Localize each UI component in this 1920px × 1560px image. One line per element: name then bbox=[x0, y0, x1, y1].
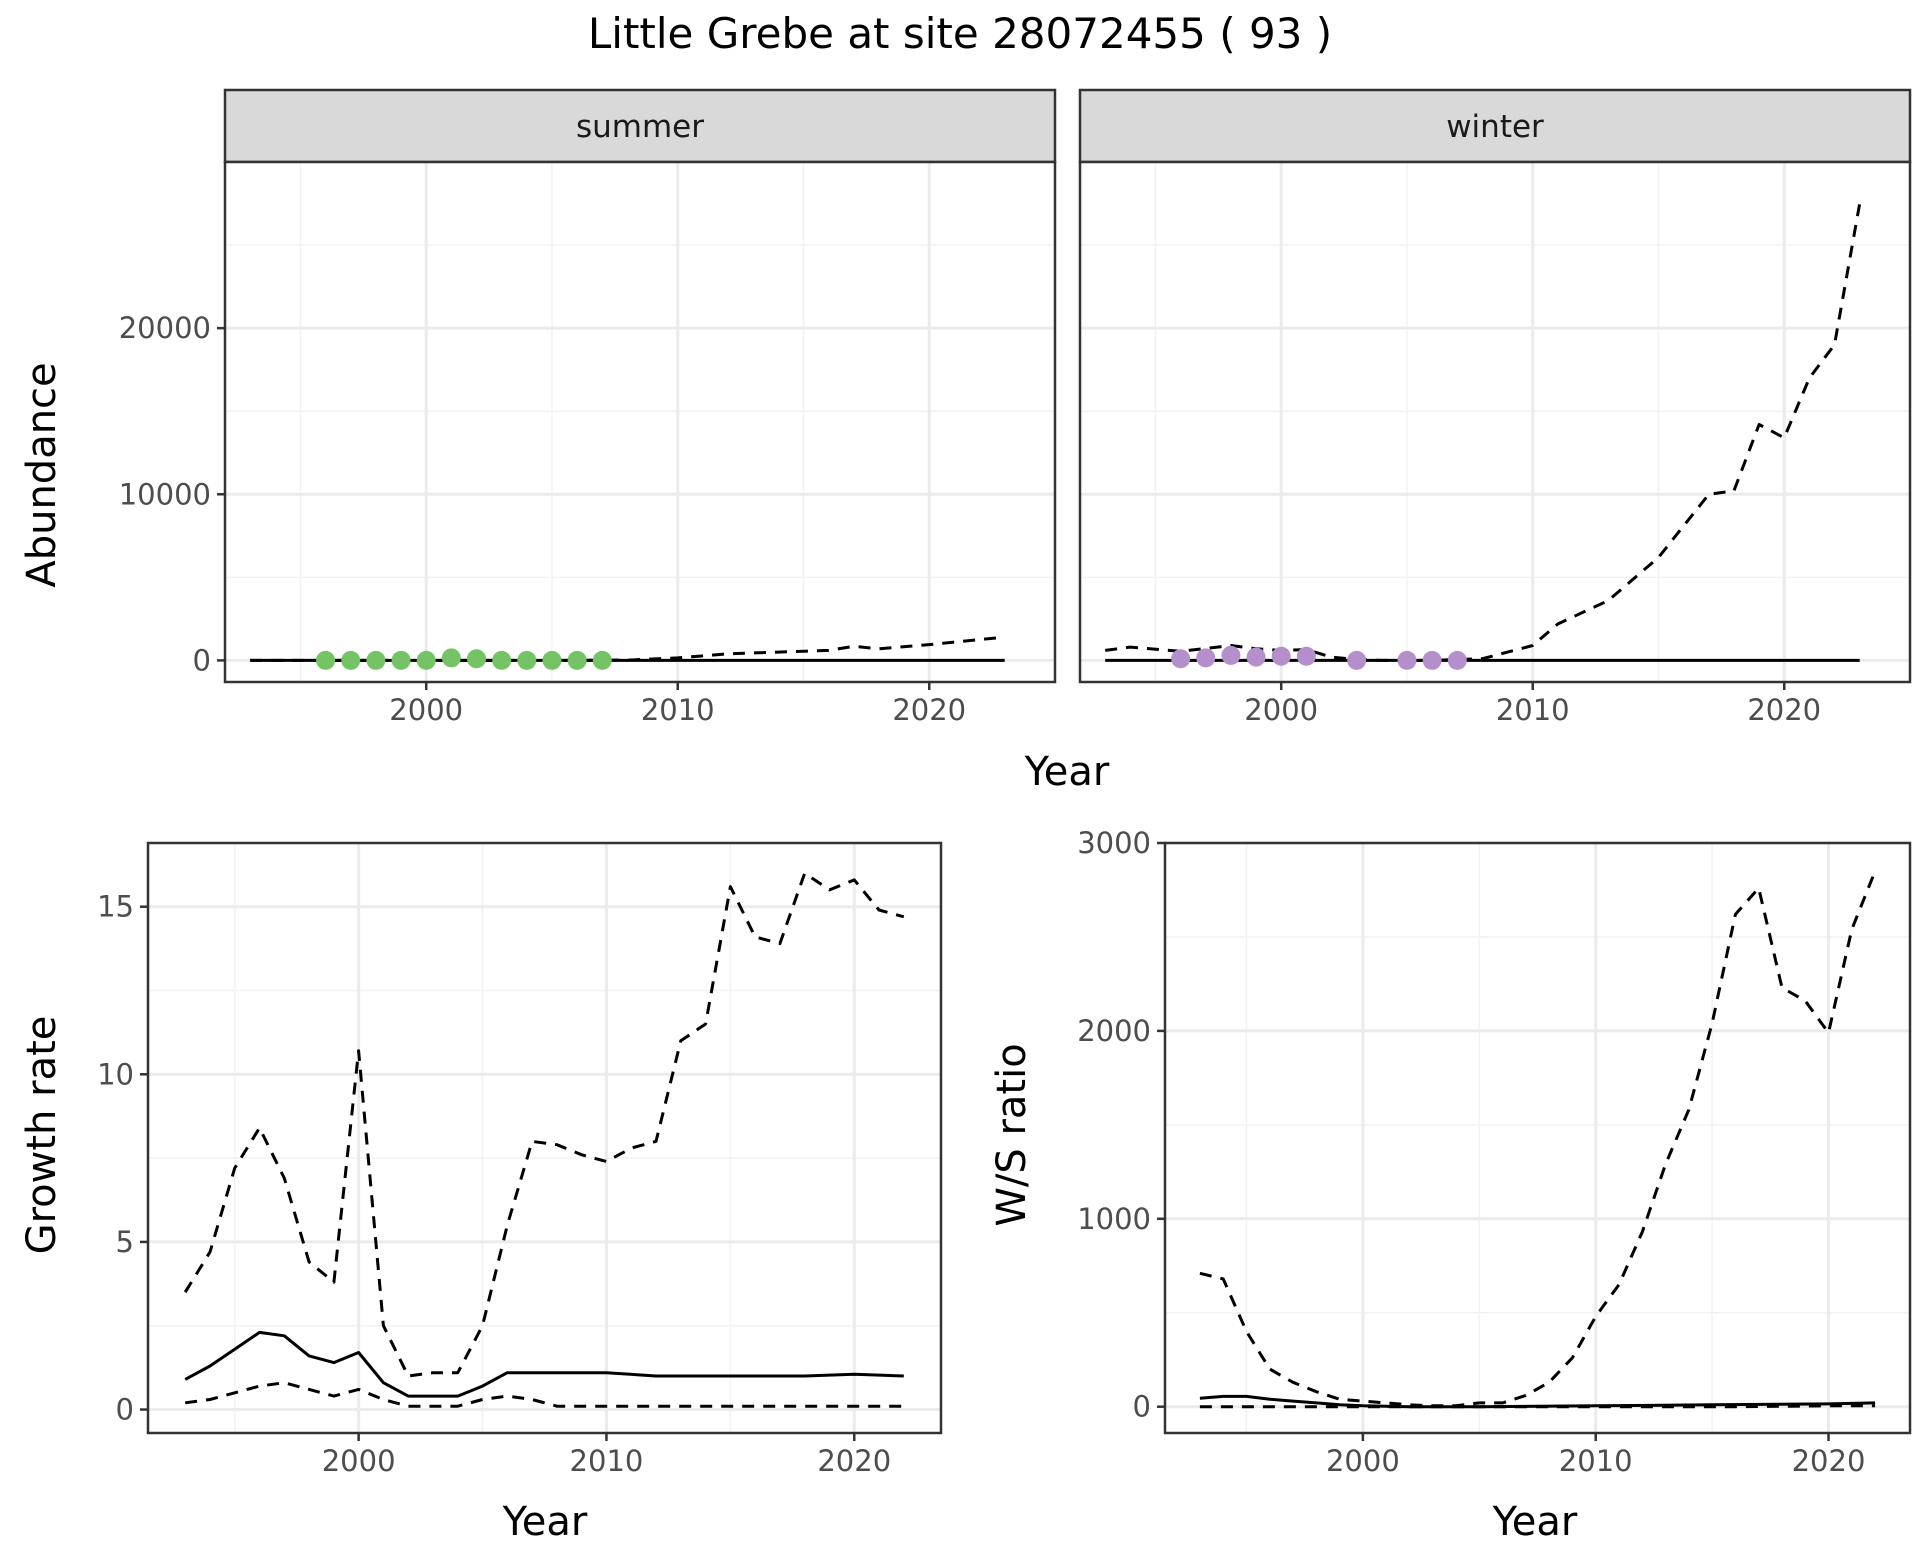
growth-rate-y-tick-label: 15 bbox=[97, 890, 134, 924]
summer-data-point bbox=[467, 649, 487, 669]
ws-ratio-y-axis-title: W/S ratio bbox=[989, 1043, 1035, 1226]
summer-y-tick-label: 10000 bbox=[119, 477, 211, 511]
winter-x-tick-label: 2010 bbox=[1496, 693, 1570, 727]
abundance-chart: summer 2000 2010 2020 0 10000 20000 winter 20… bbox=[19, 88, 1912, 795]
winter-data-point bbox=[1347, 650, 1367, 670]
growth-rate-x-tick-label: 2000 bbox=[322, 1444, 396, 1478]
summer-x-tick-label: 2000 bbox=[389, 693, 463, 727]
winter-x-tick-label: 2000 bbox=[1244, 693, 1318, 727]
summer-data-point bbox=[517, 650, 537, 670]
summer-data-point bbox=[341, 650, 361, 670]
growth-rate-y-tick-label: 10 bbox=[97, 1057, 134, 1091]
figure-title: Little Grebe at site 28072455 ( 93 ) bbox=[588, 9, 1332, 58]
winter-panel-background bbox=[1080, 162, 1910, 682]
winter-data-point bbox=[1171, 649, 1191, 669]
ws-ratio-panel-background bbox=[1165, 843, 1910, 1433]
growth-rate-y-tick-label: 5 bbox=[116, 1225, 134, 1259]
winter-data-point bbox=[1422, 650, 1442, 670]
ws-ratio-x-tick-label: 2000 bbox=[1326, 1444, 1400, 1478]
growth-rate-series-line-3-dashed bbox=[185, 1381, 904, 1408]
winter-series-line-2-dashed bbox=[1105, 203, 1862, 662]
ws-ratio-y-tick-label: 3000 bbox=[1077, 826, 1151, 860]
ws-ratio-chart: 2000 2010 2020 0 1000 2000 3000 Year W/S ratio bbox=[989, 826, 1912, 1545]
summer-panel-background bbox=[225, 162, 1055, 682]
plot-area-growth-rate: 2000 2010 2020 0 5 10 15 bbox=[97, 841, 943, 1478]
facet-winter: winter 2000 2010 2020 bbox=[1078, 88, 1912, 727]
winter-data-point bbox=[1397, 650, 1417, 670]
winter-data-point bbox=[1221, 645, 1241, 665]
ws-ratio-panel-border bbox=[1163, 841, 1912, 1435]
winter-data-point bbox=[1196, 648, 1216, 668]
summer-data-point bbox=[441, 648, 461, 668]
summer-x-tick-label: 2010 bbox=[641, 693, 715, 727]
growth-rate-series-line-2-solid bbox=[184, 1330, 904, 1398]
growth-rate-panel-background bbox=[148, 843, 941, 1433]
plot-area-ws-ratio: 2000 2010 2020 0 1000 2000 3000 bbox=[1077, 826, 1912, 1478]
ws-ratio-y-tick-label: 2000 bbox=[1077, 1014, 1151, 1048]
ws-ratio-x-axis-title: Year bbox=[1492, 1499, 1578, 1545]
facet-strip-summer bbox=[223, 88, 1057, 164]
summer-data-point bbox=[492, 650, 512, 670]
summer-data-point bbox=[366, 650, 386, 670]
growth-rate-chart: 2000 2010 2020 0 5 10 15 Year Growth rate bbox=[19, 841, 943, 1545]
summer-data-point bbox=[316, 650, 336, 670]
abundance-x-axis-title: Year bbox=[1024, 749, 1110, 795]
facet-summer: summer 2000 2010 2020 0 10000 20000 bbox=[119, 88, 1057, 727]
growth-rate-y-tick-label: 0 bbox=[116, 1393, 134, 1427]
ws-ratio-series-line-3-dashed bbox=[1199, 1404, 1876, 1409]
ws-ratio-x-tick-label: 2010 bbox=[1559, 1444, 1633, 1478]
summer-y-tick-label: 0 bbox=[193, 643, 211, 677]
plot-area-summer: 2000 2010 2020 0 10000 20000 bbox=[119, 160, 1057, 727]
winter-data-point bbox=[1271, 646, 1291, 666]
summer-panel-border bbox=[223, 160, 1057, 684]
winter-data-point bbox=[1296, 646, 1316, 666]
summer-data-point bbox=[567, 650, 587, 670]
summer-y-tick-label: 20000 bbox=[119, 311, 211, 345]
winter-data-point bbox=[1447, 650, 1467, 670]
abundance-y-axis-title: Abundance bbox=[19, 362, 65, 587]
summer-data-point bbox=[391, 650, 411, 670]
plot-area-winter: 2000 2010 2020 bbox=[1078, 160, 1912, 727]
winter-data-point bbox=[1246, 647, 1266, 667]
summer-data-point bbox=[592, 650, 612, 670]
facet-strip-winter bbox=[1078, 88, 1912, 164]
summer-data-point bbox=[416, 650, 436, 670]
ws-ratio-series-line-1-dashed bbox=[1199, 870, 1877, 1408]
growth-rate-y-axis-title: Growth rate bbox=[19, 1016, 65, 1255]
growth-rate-panel-border bbox=[146, 841, 943, 1435]
ws-ratio-y-tick-label: 1000 bbox=[1077, 1202, 1151, 1236]
winter-x-tick-label: 2020 bbox=[1747, 693, 1821, 727]
growth-rate-x-axis-title: Year bbox=[502, 1499, 588, 1545]
ws-ratio-x-tick-label: 2020 bbox=[1792, 1444, 1866, 1478]
growth-rate-x-tick-label: 2010 bbox=[570, 1444, 644, 1478]
summer-data-point bbox=[542, 650, 562, 670]
ws-ratio-y-tick-label: 0 bbox=[1133, 1390, 1151, 1424]
summer-x-tick-label: 2020 bbox=[892, 693, 966, 727]
facet-label-summer: summer bbox=[576, 109, 704, 145]
winter-panel-border bbox=[1078, 160, 1912, 684]
facet-label-winter: winter bbox=[1446, 109, 1544, 145]
growth-rate-x-tick-label: 2020 bbox=[817, 1444, 891, 1478]
growth-rate-series-line-1-dashed bbox=[183, 871, 905, 1378]
